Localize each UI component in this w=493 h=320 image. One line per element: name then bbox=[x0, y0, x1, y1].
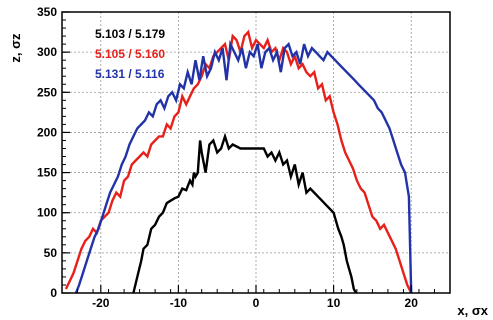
y-tick-label: 150 bbox=[37, 166, 57, 180]
y-tick-label: 0 bbox=[50, 286, 57, 300]
y-tick-label: 350 bbox=[37, 5, 57, 19]
data-series bbox=[64, 29, 413, 294]
grid-lines bbox=[62, 12, 450, 293]
x-tick-label: 20 bbox=[405, 296, 419, 310]
y-tick-label: 200 bbox=[37, 125, 57, 139]
x-tick-label: 10 bbox=[327, 296, 341, 310]
legend-entry: 5.131 / 5.116 bbox=[95, 67, 165, 81]
y-tick-label: 250 bbox=[37, 85, 57, 99]
series-line-2 bbox=[64, 29, 413, 294]
legend-entry: 5.103 / 5.179 bbox=[95, 27, 165, 41]
y-tick-label: 300 bbox=[37, 45, 57, 59]
y-tick-label: 50 bbox=[44, 246, 58, 260]
x-axis-title: x, σx bbox=[457, 303, 488, 318]
x-tick-label: -10 bbox=[170, 296, 188, 310]
x-tick-label: -20 bbox=[92, 296, 110, 310]
x-tick-label: 0 bbox=[253, 296, 260, 310]
legend-entry: 5.105 / 5.160 bbox=[95, 47, 165, 61]
series-line-3 bbox=[74, 39, 413, 294]
y-tick-label: 100 bbox=[37, 206, 57, 220]
legend: 5.103 / 5.179 5.105 / 5.160 5.131 / 5.116 bbox=[95, 27, 165, 81]
series-line-1 bbox=[132, 132, 358, 294]
y-axis-title: z, σz bbox=[8, 33, 23, 63]
